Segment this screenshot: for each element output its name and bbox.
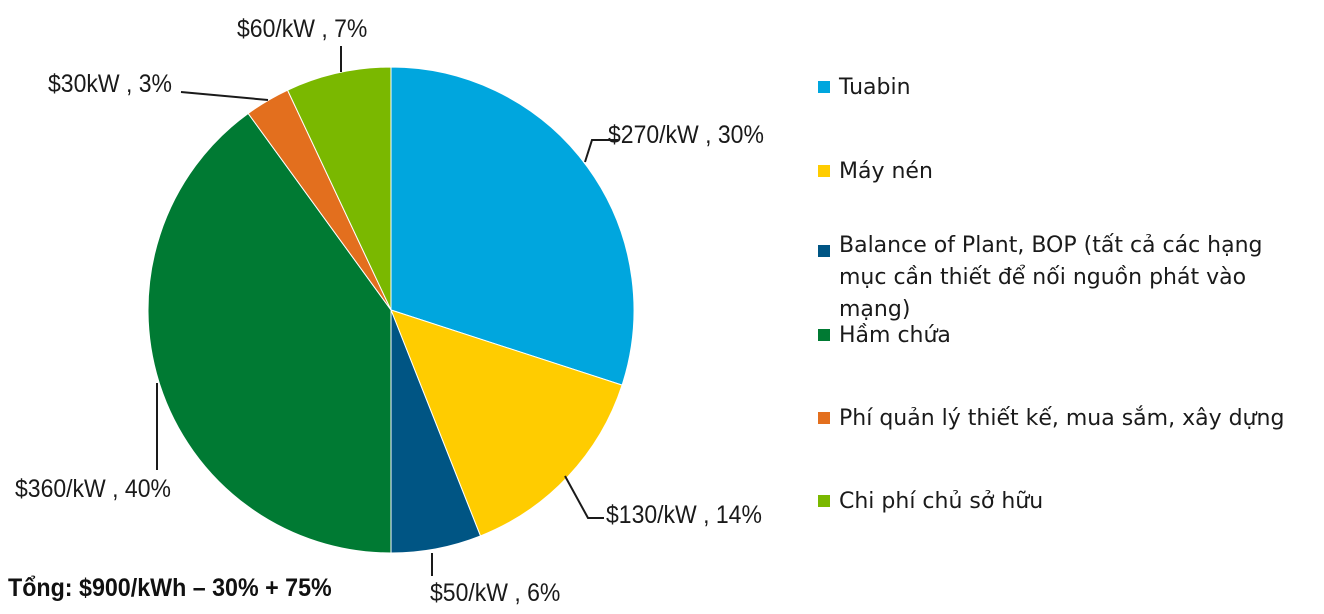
slice-data-label: $50/kW , 6% (430, 579, 560, 607)
pie-slice (390, 66, 635, 386)
legend-swatch (818, 495, 830, 507)
leader-line (180, 91, 269, 101)
legend-item-owner: Chi phí chủ sở hữu (818, 486, 1043, 518)
legend-item-tuabin: Tuabin (818, 72, 911, 104)
pie-slice (147, 112, 392, 554)
legend-label: Balance of Plant, BOP (tất cả các hạng m… (839, 233, 1263, 322)
legend-item-epc: Phí quản lý thiết kế, mua sắm, xây dựng (818, 403, 1284, 435)
total-label: Tổng: $900/kWh – 30% + 75% (8, 574, 332, 602)
leader-line (564, 475, 604, 519)
slice-data-label: $270/kW , 30% (608, 121, 764, 149)
legend-swatch (818, 412, 830, 424)
legend-label: Chi phí chủ sở hữu (839, 489, 1044, 514)
slice-data-label: $60/kW , 7% (237, 15, 367, 43)
slice-data-label: $360/kW , 40% (15, 475, 171, 503)
leader-line (584, 139, 618, 163)
pie-slice (286, 66, 392, 311)
legend-swatch (818, 81, 830, 93)
legend-item-bop: Balance of Plant, BOP (tất cả các hạng m… (818, 230, 1299, 326)
legend-swatch (818, 245, 830, 257)
slice-data-label: $130/kW , 14% (606, 501, 762, 529)
legend-label: Hầm chứa (839, 323, 951, 348)
legend-label: Tuabin (839, 75, 911, 100)
slice-data-label: $30kW , 3% (48, 70, 172, 98)
legend-swatch (818, 329, 830, 341)
legend-item-ham-chua: Hầm chứa (818, 320, 951, 352)
pie-slice (390, 309, 623, 537)
legend-item-may-nen: Máy nén (818, 156, 933, 188)
legend-swatch (818, 165, 830, 177)
legend-label: Máy nén (839, 159, 933, 184)
legend-label: Phí quản lý thiết kế, mua sắm, xây dựng (839, 406, 1285, 431)
